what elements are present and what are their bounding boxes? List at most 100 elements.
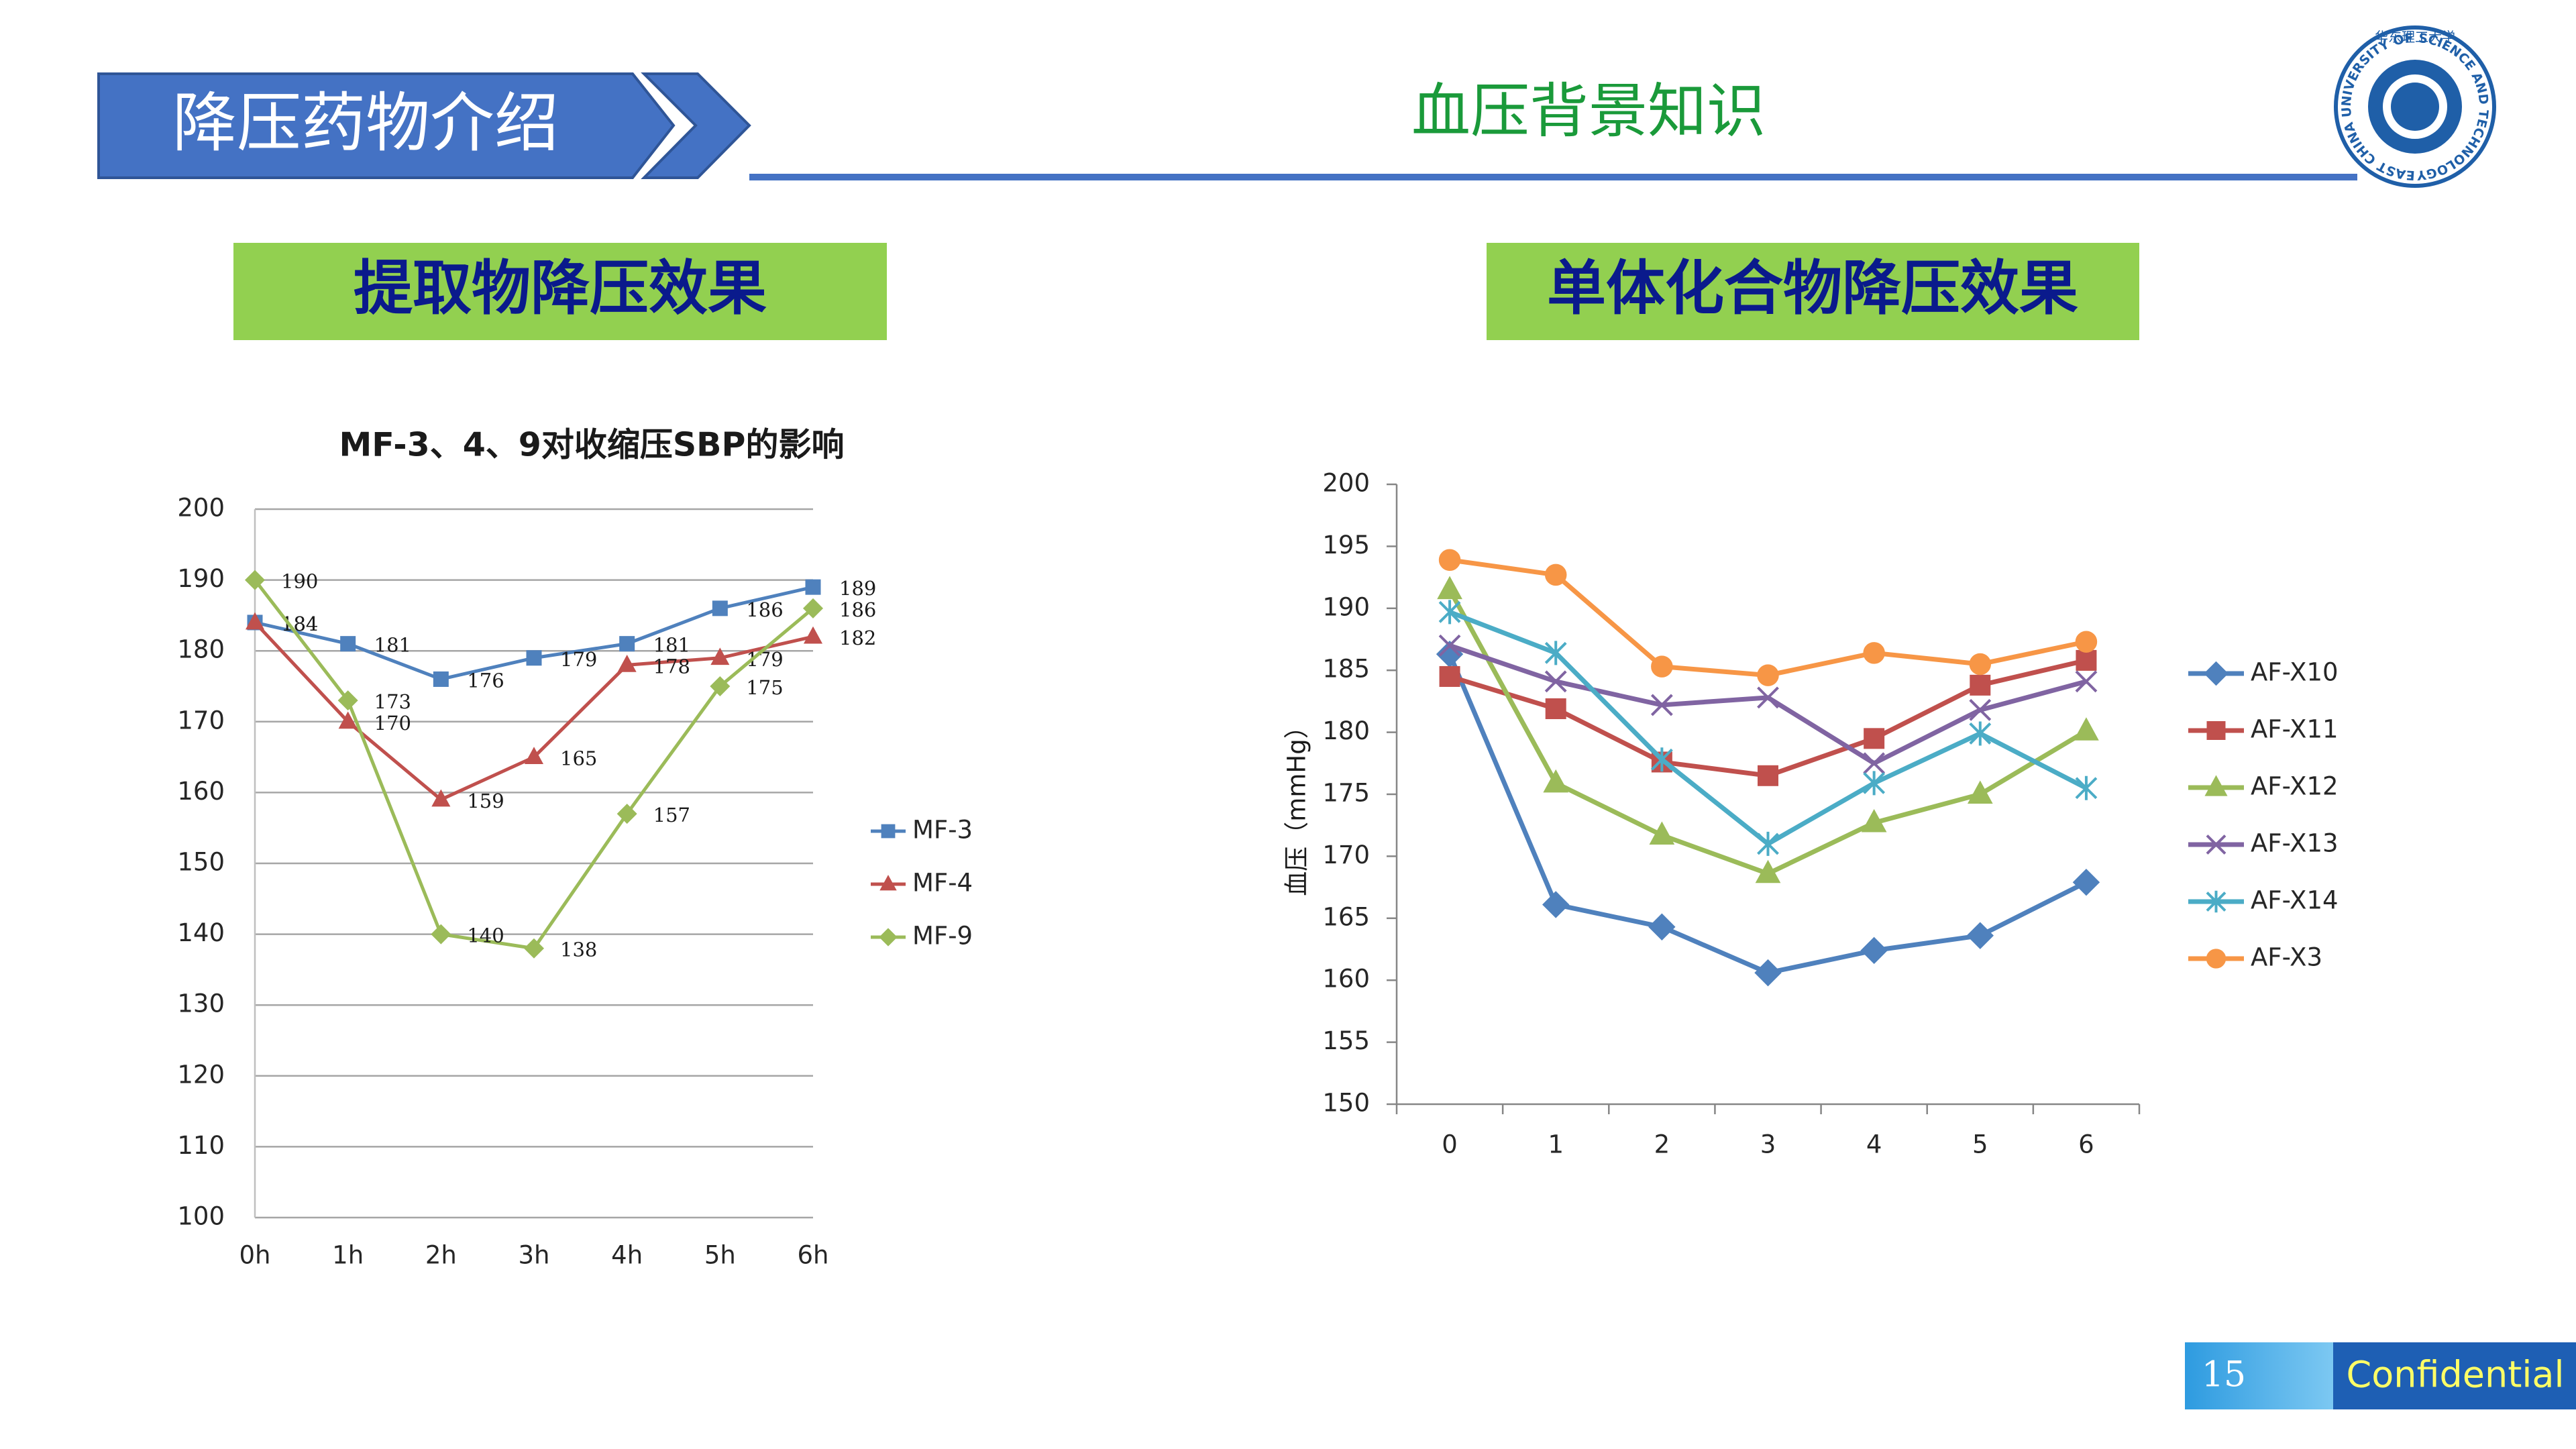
legend-marker — [879, 928, 898, 947]
x-tick-label: 0 — [1442, 1130, 1458, 1159]
marker — [1863, 642, 1885, 664]
data-label: 181 — [653, 634, 690, 657]
logo: EAST CHINA UNIVERSITY OF SCIENCE AND TEC… — [2334, 25, 2496, 188]
marker — [1863, 752, 1886, 775]
marker — [244, 570, 266, 590]
legend-marker — [2204, 661, 2229, 686]
legend-label: AF-X12 — [2251, 772, 2339, 801]
marker — [803, 626, 823, 644]
chart: MF-3、4、9对收缩压SBP的影响 100 110 120 130 140 150 160 1… — [177, 426, 973, 1270]
data-label: 173 — [374, 690, 411, 713]
data-label: 179 — [560, 648, 597, 671]
y-tick-label: 155 — [1322, 1026, 1370, 1055]
x-tick-label: 5h — [704, 1241, 736, 1270]
marker — [1651, 655, 1673, 678]
x-tick-label: 1h — [332, 1241, 364, 1270]
marker — [524, 747, 544, 764]
page-box — [2185, 1342, 2333, 1409]
series-line — [254, 579, 814, 951]
data-label: 170 — [374, 712, 411, 735]
marker — [1860, 936, 1888, 965]
y-tick-label: 120 — [177, 1060, 225, 1089]
marker — [1969, 653, 1992, 676]
section-banner — [97, 72, 676, 179]
y-tick-label: 190 — [1322, 592, 1370, 621]
marker — [1967, 780, 1993, 804]
data-label: 182 — [839, 627, 876, 649]
marker — [433, 671, 449, 687]
marker — [2076, 649, 2097, 671]
y-tick-label: 160 — [1322, 965, 1370, 994]
marker — [617, 654, 637, 672]
marker — [338, 711, 358, 729]
series-line — [1448, 588, 2088, 876]
data-label: 186 — [839, 598, 876, 621]
marker — [2072, 869, 2100, 896]
y-tick-label: 185 — [1322, 655, 1370, 684]
y-tick-label: 100 — [177, 1202, 225, 1231]
marker — [712, 600, 728, 616]
y-tick-label: 160 — [177, 777, 225, 806]
legend-label: AF-X13 — [2251, 829, 2339, 858]
y-tick-label: 130 — [177, 989, 225, 1018]
marker — [1542, 891, 1570, 918]
marker — [1758, 765, 1778, 786]
y-tick-label: 150 — [177, 848, 225, 877]
marker — [1861, 808, 1887, 833]
marker — [1545, 698, 1566, 719]
marker — [1438, 600, 1461, 625]
x-tick-label: 4h — [611, 1241, 643, 1270]
y-tick-label: 200 — [177, 494, 225, 523]
marker — [805, 579, 821, 595]
legend-label: AF-X3 — [2251, 943, 2322, 972]
data-label: 175 — [746, 676, 783, 699]
marker — [1544, 564, 1567, 586]
marker — [1864, 728, 1885, 749]
legend-marker — [2204, 775, 2228, 796]
data-label: 189 — [839, 577, 876, 600]
x-tick-label: 2 — [1654, 1130, 1670, 1159]
marker — [616, 804, 637, 824]
marker — [1966, 922, 1994, 949]
confidential-label: Confidential — [2347, 1354, 2565, 1396]
legend-marker — [2206, 890, 2226, 913]
x-tick-label: 0h — [239, 1241, 271, 1270]
marker — [802, 598, 824, 619]
y-tick-label: 195 — [1322, 531, 1370, 559]
legend-label: MF-4 — [912, 869, 973, 898]
marker — [1544, 641, 1567, 665]
section-title: 降压药物介绍 — [172, 85, 559, 160]
marker — [1438, 549, 1461, 571]
x-tick-label: 6h — [798, 1241, 829, 1270]
marker — [340, 636, 356, 652]
series-line — [1447, 653, 2088, 975]
y-axis-label: 血压（mmHg） — [1283, 714, 1311, 896]
legend-label: AF-X11 — [2251, 715, 2339, 744]
legend-label: MF-9 — [912, 922, 973, 951]
y-tick-label: 165 — [1322, 902, 1370, 931]
section-label: 提取物降压效果 — [354, 253, 767, 323]
legend-label: AF-X14 — [2251, 886, 2339, 915]
logo-text-cn: 华东理工大学 — [2375, 29, 2455, 45]
data-label: 181 — [374, 634, 411, 657]
page-number: 15 — [2202, 1355, 2246, 1395]
x-tick-label: 3h — [519, 1241, 550, 1270]
y-tick-label: 150 — [1322, 1089, 1370, 1118]
marker — [2075, 775, 2098, 800]
marker — [1755, 859, 1781, 883]
data-label: 190 — [281, 570, 318, 593]
legend-marker — [2206, 721, 2226, 740]
confidential-box — [2333, 1342, 2576, 1409]
y-tick-label: 200 — [1322, 469, 1370, 498]
marker — [1439, 665, 1460, 687]
data-label: 157 — [653, 804, 690, 826]
marker — [2075, 631, 2098, 653]
marker — [1649, 821, 1675, 845]
legend-marker — [879, 875, 897, 891]
marker — [1650, 694, 1673, 716]
y-tick-label: 170 — [1322, 841, 1370, 869]
marker — [431, 789, 451, 807]
marker — [1969, 698, 1992, 721]
